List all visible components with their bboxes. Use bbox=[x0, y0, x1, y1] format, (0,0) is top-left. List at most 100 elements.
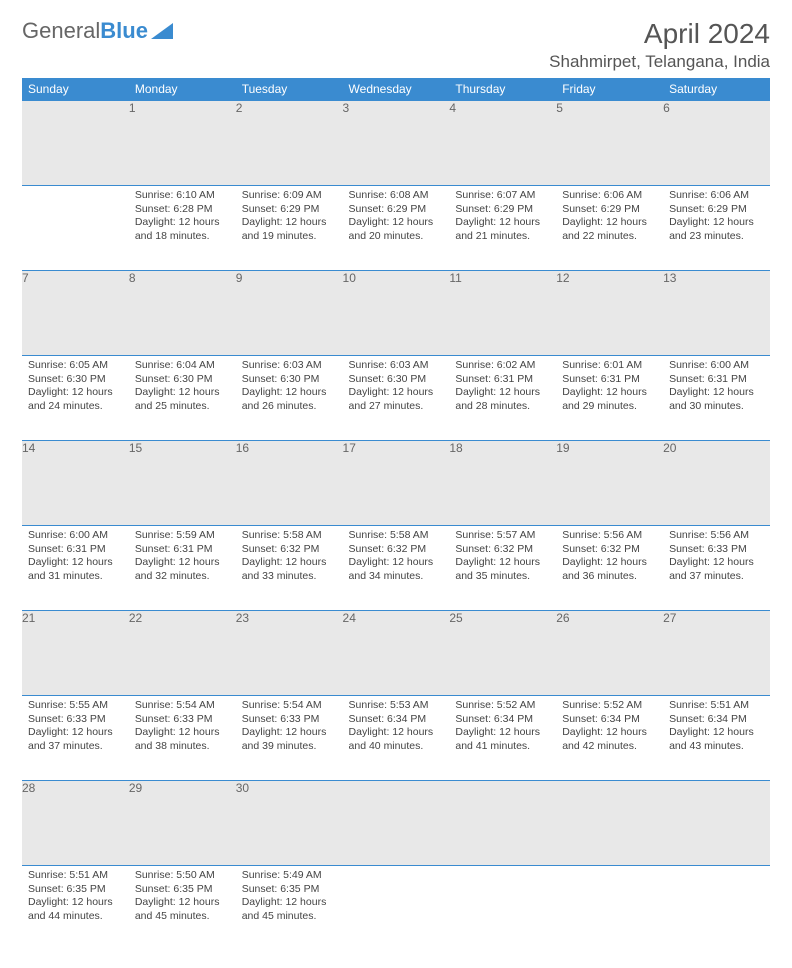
day-cell: Sunrise: 6:10 AMSunset: 6:28 PMDaylight:… bbox=[129, 186, 236, 271]
sunrise-text: Sunrise: 6:07 AM bbox=[455, 189, 550, 203]
day-cell: Sunrise: 5:57 AMSunset: 6:32 PMDaylight:… bbox=[449, 526, 556, 611]
sunset-text: Sunset: 6:34 PM bbox=[562, 713, 657, 727]
sunset-text: Sunset: 6:33 PM bbox=[28, 713, 123, 727]
sunset-text: Sunset: 6:30 PM bbox=[349, 373, 444, 387]
day-cell-content: Sunrise: 6:05 AMSunset: 6:30 PMDaylight:… bbox=[22, 356, 129, 418]
daylight-text: Daylight: 12 hours and 37 minutes. bbox=[28, 726, 123, 753]
day-cell: Sunrise: 6:00 AMSunset: 6:31 PMDaylight:… bbox=[663, 356, 770, 441]
daylight-text: Daylight: 12 hours and 40 minutes. bbox=[349, 726, 444, 753]
day-number: 25 bbox=[449, 611, 556, 696]
day-number bbox=[343, 781, 450, 866]
day-cell: Sunrise: 5:51 AMSunset: 6:34 PMDaylight:… bbox=[663, 696, 770, 781]
day-number bbox=[556, 781, 663, 866]
day-cell: Sunrise: 5:56 AMSunset: 6:32 PMDaylight:… bbox=[556, 526, 663, 611]
sunrise-text: Sunrise: 5:57 AM bbox=[455, 529, 550, 543]
day-number: 13 bbox=[663, 271, 770, 356]
day-cell: Sunrise: 5:56 AMSunset: 6:33 PMDaylight:… bbox=[663, 526, 770, 611]
sunset-text: Sunset: 6:33 PM bbox=[135, 713, 230, 727]
sunrise-text: Sunrise: 6:04 AM bbox=[135, 359, 230, 373]
daylight-text: Daylight: 12 hours and 24 minutes. bbox=[28, 386, 123, 413]
day-cell-content: Sunrise: 5:58 AMSunset: 6:32 PMDaylight:… bbox=[343, 526, 450, 588]
day-number: 26 bbox=[556, 611, 663, 696]
day-cell-content: Sunrise: 6:04 AMSunset: 6:30 PMDaylight:… bbox=[129, 356, 236, 418]
day-cell: Sunrise: 5:52 AMSunset: 6:34 PMDaylight:… bbox=[449, 696, 556, 781]
daylight-text: Daylight: 12 hours and 30 minutes. bbox=[669, 386, 764, 413]
sunset-text: Sunset: 6:32 PM bbox=[562, 543, 657, 557]
day-number: 7 bbox=[22, 271, 129, 356]
day-number: 2 bbox=[236, 101, 343, 186]
sunset-text: Sunset: 6:32 PM bbox=[242, 543, 337, 557]
sunset-text: Sunset: 6:29 PM bbox=[562, 203, 657, 217]
day-cell-content: Sunrise: 5:58 AMSunset: 6:32 PMDaylight:… bbox=[236, 526, 343, 588]
sunrise-text: Sunrise: 6:06 AM bbox=[562, 189, 657, 203]
sunrise-text: Sunrise: 6:01 AM bbox=[562, 359, 657, 373]
day-cell: Sunrise: 5:55 AMSunset: 6:33 PMDaylight:… bbox=[22, 696, 129, 781]
day-cell: Sunrise: 5:54 AMSunset: 6:33 PMDaylight:… bbox=[236, 696, 343, 781]
week-row: Sunrise: 5:55 AMSunset: 6:33 PMDaylight:… bbox=[22, 696, 770, 781]
day-cell bbox=[22, 186, 129, 271]
sunset-text: Sunset: 6:34 PM bbox=[455, 713, 550, 727]
daylight-text: Daylight: 12 hours and 43 minutes. bbox=[669, 726, 764, 753]
day-cell-content bbox=[343, 866, 450, 873]
month-title: April 2024 bbox=[549, 18, 770, 50]
daylight-text: Daylight: 12 hours and 18 minutes. bbox=[135, 216, 230, 243]
sunset-text: Sunset: 6:35 PM bbox=[135, 883, 230, 897]
sunrise-text: Sunrise: 6:09 AM bbox=[242, 189, 337, 203]
day-cell-content bbox=[556, 866, 663, 873]
sunrise-text: Sunrise: 5:56 AM bbox=[562, 529, 657, 543]
logo: GeneralBlue bbox=[22, 18, 173, 44]
sunrise-text: Sunrise: 5:52 AM bbox=[455, 699, 550, 713]
day-header: Sunday bbox=[22, 78, 129, 101]
daylight-text: Daylight: 12 hours and 25 minutes. bbox=[135, 386, 230, 413]
day-number: 9 bbox=[236, 271, 343, 356]
daylight-text: Daylight: 12 hours and 32 minutes. bbox=[135, 556, 230, 583]
logo-text-2: Blue bbox=[100, 18, 148, 44]
day-cell-content: Sunrise: 6:00 AMSunset: 6:31 PMDaylight:… bbox=[663, 356, 770, 418]
day-cell-content: Sunrise: 6:03 AMSunset: 6:30 PMDaylight:… bbox=[343, 356, 450, 418]
day-number: 21 bbox=[22, 611, 129, 696]
location-subtitle: Shahmirpet, Telangana, India bbox=[549, 52, 770, 72]
sunrise-text: Sunrise: 5:52 AM bbox=[562, 699, 657, 713]
day-number: 11 bbox=[449, 271, 556, 356]
day-cell-content bbox=[22, 186, 129, 193]
sunset-text: Sunset: 6:30 PM bbox=[135, 373, 230, 387]
sunrise-text: Sunrise: 6:10 AM bbox=[135, 189, 230, 203]
day-cell-content: Sunrise: 6:07 AMSunset: 6:29 PMDaylight:… bbox=[449, 186, 556, 248]
calendar-header-row: Sunday Monday Tuesday Wednesday Thursday… bbox=[22, 78, 770, 101]
day-cell: Sunrise: 5:54 AMSunset: 6:33 PMDaylight:… bbox=[129, 696, 236, 781]
calendar-table: Sunday Monday Tuesday Wednesday Thursday… bbox=[22, 78, 770, 950]
sunrise-text: Sunrise: 6:05 AM bbox=[28, 359, 123, 373]
day-number-row: 78910111213 bbox=[22, 271, 770, 356]
sunset-text: Sunset: 6:28 PM bbox=[135, 203, 230, 217]
day-header: Monday bbox=[129, 78, 236, 101]
day-header: Saturday bbox=[663, 78, 770, 101]
day-cell bbox=[449, 866, 556, 951]
day-cell: Sunrise: 6:00 AMSunset: 6:31 PMDaylight:… bbox=[22, 526, 129, 611]
day-number: 28 bbox=[22, 781, 129, 866]
day-number: 29 bbox=[129, 781, 236, 866]
sunset-text: Sunset: 6:29 PM bbox=[242, 203, 337, 217]
sunset-text: Sunset: 6:32 PM bbox=[455, 543, 550, 557]
daylight-text: Daylight: 12 hours and 36 minutes. bbox=[562, 556, 657, 583]
day-cell: Sunrise: 6:05 AMSunset: 6:30 PMDaylight:… bbox=[22, 356, 129, 441]
sunset-text: Sunset: 6:33 PM bbox=[669, 543, 764, 557]
day-cell: Sunrise: 6:09 AMSunset: 6:29 PMDaylight:… bbox=[236, 186, 343, 271]
day-cell-content: Sunrise: 6:03 AMSunset: 6:30 PMDaylight:… bbox=[236, 356, 343, 418]
sunrise-text: Sunrise: 6:08 AM bbox=[349, 189, 444, 203]
daylight-text: Daylight: 12 hours and 45 minutes. bbox=[135, 896, 230, 923]
daylight-text: Daylight: 12 hours and 20 minutes. bbox=[349, 216, 444, 243]
sunrise-text: Sunrise: 5:55 AM bbox=[28, 699, 123, 713]
day-number: 18 bbox=[449, 441, 556, 526]
day-cell-content: Sunrise: 5:59 AMSunset: 6:31 PMDaylight:… bbox=[129, 526, 236, 588]
sunset-text: Sunset: 6:34 PM bbox=[349, 713, 444, 727]
day-cell-content: Sunrise: 6:06 AMSunset: 6:29 PMDaylight:… bbox=[556, 186, 663, 248]
sunset-text: Sunset: 6:35 PM bbox=[28, 883, 123, 897]
daylight-text: Daylight: 12 hours and 37 minutes. bbox=[669, 556, 764, 583]
sunrise-text: Sunrise: 5:54 AM bbox=[135, 699, 230, 713]
day-cell: Sunrise: 5:58 AMSunset: 6:32 PMDaylight:… bbox=[343, 526, 450, 611]
day-cell: Sunrise: 6:02 AMSunset: 6:31 PMDaylight:… bbox=[449, 356, 556, 441]
day-number: 6 bbox=[663, 101, 770, 186]
daylight-text: Daylight: 12 hours and 19 minutes. bbox=[242, 216, 337, 243]
sunrise-text: Sunrise: 6:06 AM bbox=[669, 189, 764, 203]
day-header: Wednesday bbox=[343, 78, 450, 101]
